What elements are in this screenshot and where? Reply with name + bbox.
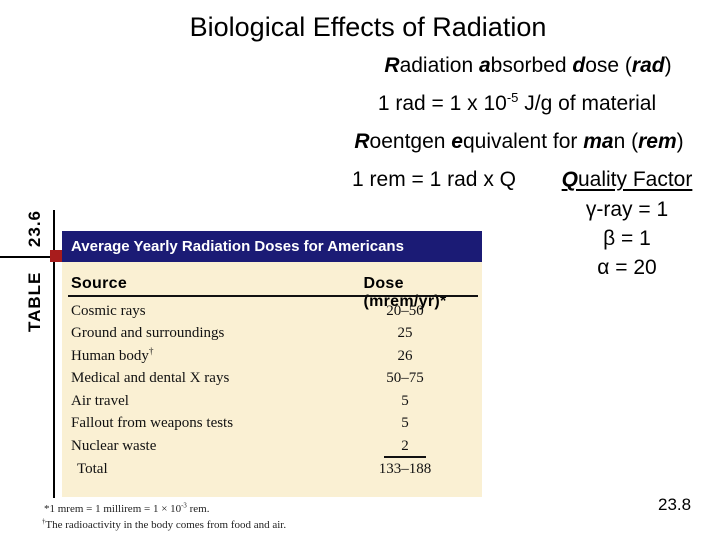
footnote-mrem-text-2: rem. [186,503,210,515]
table-red-marker [50,250,62,262]
table-body: Source Dose (mrem/yr)* Cosmic rays 20–50… [62,262,482,497]
row-dose: 2 [401,438,409,454]
rem-def-bold-rem: rem [638,130,677,153]
column-header-dose: Dose (mrem/yr)* [363,275,447,310]
table-side-label: TABLE 23.6 [24,210,46,332]
table-row: Fallout from weapons tests 5 [62,415,482,437]
footnote-radioactivity-text: The radioactivity in the body comes from… [45,519,287,531]
rad-def-bold-r: R [384,54,400,77]
table-row-total: Total 133–188 [62,461,482,483]
slide-number: 23.8 [658,495,692,514]
footnote-mrem-exponent: -3 [181,502,187,510]
rad-definition: Radiation absorbed dose (rad) [384,54,671,78]
rad-equation: 1 rad = 1 x 10-5 J/g of material [377,90,657,116]
row-dose: 26 [397,348,413,364]
table-vertical-rule [53,210,55,498]
rem-def-bold-e: e [451,130,463,153]
row-source: Total [77,461,108,477]
table-row: Ground and surroundings 25 [62,325,482,347]
row-source: Ground and surroundings [71,325,225,341]
rad-eq-exponent: -5 [506,90,519,105]
rem-def-text-3: n ( [613,130,639,153]
rad-def-text-3: ose ( [585,54,632,77]
rad-def-bold-d: d [572,54,586,77]
row-source: Medical and dental X rays [71,370,230,386]
row-dose: 25 [397,325,413,341]
column-header-source: Source [71,275,128,292]
rem-def-bold-m: ma [583,130,614,153]
rad-def-bold-a: a [478,54,491,77]
rad-def-text-1: adiation [399,54,479,77]
footnote-dagger-mark: † [42,518,46,526]
column-header-rule [68,295,478,297]
slide-title: Biological Effects of Radiation [189,12,547,42]
table-row: Human body† 26 [62,347,482,370]
rem-def-text-2: quivalent for [462,130,584,153]
footnote-mrem-text-1: *1 mrem = 1 millirem = 1 × 10 [44,503,182,515]
rem-def-text-1: oentgen [369,130,452,153]
rem-equation: 1 rem = 1 rad x Q [352,168,516,191]
quality-factor-heading: Quality Factor [562,168,693,192]
rad-def-text-2: bsorbed [490,54,573,77]
table-label-number: 23.6 [25,210,44,248]
quality-value-gamma: γ-ray = 1 [585,198,669,221]
row-dose: 5 [401,393,409,409]
footnote-mrem: *1 mrem = 1 millirem = 1 × 10-3 rem. [44,502,210,515]
qf-text: uality Factor [577,168,693,191]
rem-def-bold-r: R [354,130,370,153]
table-horizontal-rule [0,256,51,258]
row-dose: 5 [401,415,409,431]
total-sum-rule [384,456,426,458]
row-dose: 50–75 [386,370,424,386]
rad-eq-text-2: J/g of material [518,92,657,115]
row-source: Air travel [71,393,129,409]
row-dose: 20–50 [386,303,424,319]
rad-eq-text-1: 1 rad = 1 x 10 [377,92,507,115]
table-row: Cosmic rays 20–50 [62,303,482,325]
footnote-radioactivity: †The radioactivity in the body comes fro… [42,518,287,531]
row-source: Fallout from weapons tests [71,415,234,431]
table-label-word: TABLE [25,271,44,332]
quality-value-beta: β = 1 [603,227,651,250]
rad-def-text-4: ) [664,54,672,77]
rad-def-bold-rad: rad [631,54,665,77]
dagger-footnote-mark: † [148,347,154,357]
table-row: Medical and dental X rays 50–75 [62,370,482,392]
row-source: Cosmic rays [71,303,146,319]
qf-bold-q: Q [561,168,578,191]
rem-definition: Roentgen equivalent for man (rem) [354,130,683,154]
rem-def-text-4: ) [676,130,684,153]
table-row: Air travel 5 [62,393,482,415]
row-source: Human body† [71,347,154,364]
quality-value-alpha: α = 20 [597,256,657,279]
table-row: Nuclear waste 2 [62,438,482,460]
table-title-bar: Average Yearly Radiation Doses for Ameri… [62,231,482,262]
row-source: Nuclear waste [71,438,157,454]
row-dose: 133–188 [378,461,432,477]
